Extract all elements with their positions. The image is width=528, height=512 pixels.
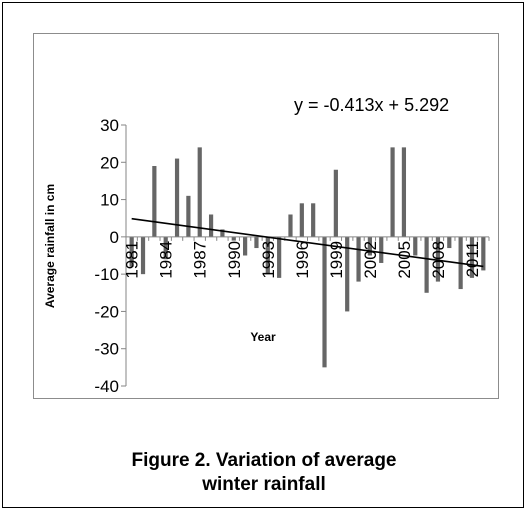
- bar-2000: [345, 236, 350, 312]
- caption-line-1: Figure 2. Variation of average: [131, 450, 397, 471]
- caption-line-2: winter rainfall: [202, 474, 326, 495]
- y-tick-label: 30: [100, 116, 119, 135]
- y-tick-label: 10: [100, 191, 119, 210]
- bar-2004: [390, 147, 395, 237]
- bar-1987: [197, 147, 202, 237]
- y-tick-label: -40: [94, 377, 119, 396]
- figure-caption: Figure 2. Variation of average winter ra…: [3, 449, 525, 497]
- bar-1999: [333, 169, 338, 237]
- bar-1993: [265, 236, 270, 275]
- x-tick-label: 1987: [191, 241, 210, 279]
- bar-1994: [277, 236, 282, 278]
- bar-1982: [140, 236, 146, 275]
- bar-2005: [401, 147, 407, 237]
- bar-1985: [174, 158, 180, 237]
- y-axis: 30 20 10 0 -10 -20 -30 -40: [94, 116, 127, 396]
- bar-1992: [254, 236, 259, 249]
- bar-1998: [322, 236, 327, 368]
- trendline-line: [131, 217, 484, 268]
- bar-1981: [129, 236, 134, 267]
- x-tick-label: 1996: [293, 241, 312, 279]
- chart-area: 30 20 10 0 -10 -20 -30 -40 1981 1984 1987 1990 1993…: [33, 33, 499, 399]
- x-tick-label: 1984: [157, 241, 176, 279]
- bar-2003: [379, 236, 384, 263]
- bar-2006: [413, 236, 418, 256]
- chart-svg: 30 20 10 0 -10 -20 -30 -40 1981 1984 1987 1990 1993…: [43, 95, 490, 396]
- bar-1996: [299, 203, 304, 237]
- bar-1997: [311, 203, 316, 237]
- trendline: [131, 217, 484, 268]
- bar-2007: [424, 236, 429, 293]
- bar-1984: [163, 236, 168, 260]
- x-tick-label: 1999: [327, 241, 346, 279]
- x-axis-title: Year: [250, 330, 276, 344]
- figure-frame: 30 20 10 0 -10 -20 -30 -40 1981 1984 1987 1990 1993…: [2, 2, 524, 508]
- bar-1990: [231, 236, 236, 241]
- y-tick-label: -10: [94, 265, 119, 284]
- bar-2011: [469, 236, 475, 278]
- x-axis: 1981198419871990199319961999200220052008…: [123, 236, 490, 279]
- x-tick-label: 1981: [123, 241, 142, 279]
- bar-1991: [243, 236, 248, 256]
- x-tick-label: 2011: [463, 241, 482, 278]
- x-tick-label: 1993: [259, 241, 278, 279]
- y-tick-label: -20: [94, 302, 119, 321]
- bar-2012: [481, 236, 486, 271]
- bar-2008: [435, 236, 441, 282]
- bar-1983: [152, 166, 157, 237]
- x-tick-label: 1990: [225, 241, 244, 279]
- bar-1988: [208, 214, 214, 237]
- y-tick-label: 0: [110, 228, 119, 247]
- x-tick-label: 2005: [395, 241, 414, 279]
- bar-2001: [356, 236, 361, 282]
- bar-1989: [220, 229, 225, 237]
- y-tick-label: 20: [100, 153, 119, 172]
- trendline-equation: y = -0.413x + 5.292: [294, 95, 449, 115]
- bars: [129, 147, 486, 368]
- bar-2009: [447, 236, 452, 249]
- y-tick-label: -30: [94, 340, 119, 359]
- bar-2002: [367, 236, 372, 256]
- bar-1986: [186, 195, 191, 237]
- bar-1995: [288, 214, 293, 237]
- y-axis-title: Average rainfall in cm: [43, 184, 57, 308]
- x-tick-label: 2002: [361, 241, 380, 279]
